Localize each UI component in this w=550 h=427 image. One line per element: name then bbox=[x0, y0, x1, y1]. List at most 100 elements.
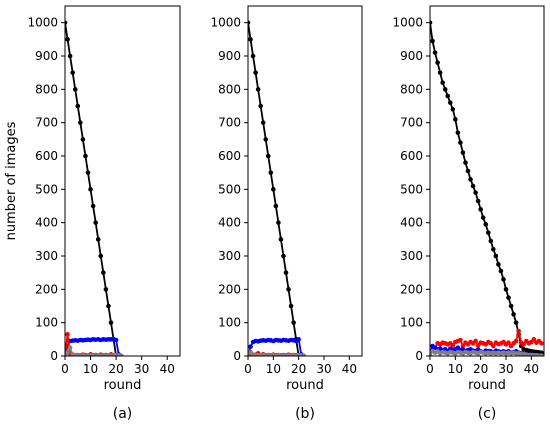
x-tick-label: 20 bbox=[108, 362, 123, 376]
data-point bbox=[488, 238, 494, 244]
data-point bbox=[65, 332, 70, 337]
data-point bbox=[90, 203, 96, 209]
data-point bbox=[70, 70, 75, 75]
y-tick-label: 400 bbox=[400, 216, 423, 230]
series-1 bbox=[65, 20, 124, 356]
x-tick-label: 40 bbox=[342, 362, 357, 376]
data-point bbox=[516, 328, 521, 334]
data-point bbox=[80, 137, 86, 142]
data-point bbox=[539, 341, 544, 346]
data-point bbox=[506, 340, 511, 345]
data-point bbox=[281, 253, 286, 259]
data-point bbox=[432, 50, 438, 55]
data-point bbox=[83, 153, 88, 159]
axes-frame bbox=[64, 5, 181, 357]
data-point bbox=[85, 170, 91, 175]
series-1 bbox=[430, 20, 544, 355]
data-point bbox=[491, 343, 496, 349]
data-point bbox=[248, 344, 253, 349]
data-point bbox=[258, 103, 263, 109]
y-tick-label: 600 bbox=[218, 149, 241, 163]
data-point bbox=[248, 37, 253, 42]
data-point bbox=[65, 37, 70, 42]
data-point bbox=[75, 103, 81, 109]
y-tick-label: 100 bbox=[218, 316, 241, 330]
x-tick-label: 0 bbox=[426, 362, 434, 376]
data-point bbox=[255, 87, 261, 92]
y-tick-label: 200 bbox=[35, 282, 58, 296]
chart-panel-1: 0 10 20 30 400100200300400500600700800900100… bbox=[4, 5, 181, 422]
chart-panel-3: 0 10 20 30 400100200300400500600700800900100… bbox=[392, 5, 545, 422]
data-point bbox=[455, 130, 461, 135]
data-point bbox=[301, 353, 307, 356]
data-point bbox=[478, 207, 483, 212]
data-point bbox=[521, 342, 527, 347]
y-tick-label: 1000 bbox=[27, 16, 58, 30]
data-point bbox=[67, 53, 73, 59]
data-point bbox=[95, 237, 101, 242]
series-4 bbox=[430, 348, 544, 356]
data-point bbox=[493, 253, 499, 259]
y-tick-label: 900 bbox=[400, 49, 423, 63]
data-point bbox=[450, 107, 456, 112]
data-point bbox=[539, 353, 544, 356]
data-point bbox=[470, 183, 476, 189]
y-tick-label: 400 bbox=[218, 216, 241, 230]
data-point bbox=[93, 220, 98, 225]
x-tick-label: 20 bbox=[291, 362, 306, 376]
data-point bbox=[453, 117, 458, 122]
data-point bbox=[480, 215, 486, 220]
data-point bbox=[430, 38, 435, 44]
data-point bbox=[273, 203, 279, 209]
panel-caption: (b) bbox=[295, 406, 315, 422]
plot-area bbox=[430, 20, 544, 356]
x-tick-label: 40 bbox=[160, 362, 175, 376]
y-tick-label: 500 bbox=[400, 182, 423, 196]
x-tick-label: 0 bbox=[61, 362, 69, 376]
data-point bbox=[463, 160, 468, 165]
data-point bbox=[283, 270, 289, 275]
series-2 bbox=[430, 328, 544, 356]
y-tick-label: 800 bbox=[35, 82, 58, 96]
data-point bbox=[65, 353, 68, 356]
data-point bbox=[271, 187, 276, 192]
y-tick-label: 700 bbox=[400, 116, 423, 130]
x-tick-label: 30 bbox=[498, 362, 513, 376]
chart-panel-2: 0 10 20 30 400100200300400500600700800900100… bbox=[210, 5, 363, 422]
y-tick-label: 700 bbox=[218, 116, 241, 130]
data-point bbox=[106, 303, 111, 309]
data-point bbox=[511, 312, 516, 317]
y-tick-label: 200 bbox=[400, 282, 423, 296]
y-tick-label: 800 bbox=[400, 82, 423, 96]
x-tick-label: 30 bbox=[316, 362, 331, 376]
data-point bbox=[501, 277, 506, 282]
x-tick-label: 30 bbox=[134, 362, 149, 376]
series-1 bbox=[248, 20, 307, 356]
series-line bbox=[430, 22, 542, 354]
data-point bbox=[248, 353, 251, 356]
y-tick-label: 100 bbox=[400, 316, 423, 330]
y-tick-label: 900 bbox=[218, 49, 241, 63]
x-axis-label: round bbox=[286, 378, 324, 393]
data-point bbox=[468, 177, 473, 182]
plot-area bbox=[248, 20, 307, 356]
y-tick-label: 900 bbox=[35, 49, 58, 63]
y-tick-label: 500 bbox=[35, 182, 58, 196]
data-point bbox=[253, 70, 258, 75]
data-point bbox=[450, 343, 456, 348]
y-tick-label: 0 bbox=[50, 349, 58, 363]
data-point bbox=[260, 120, 266, 125]
data-point bbox=[65, 20, 68, 25]
data-point bbox=[447, 100, 453, 105]
axes-frame bbox=[429, 5, 545, 357]
data-point bbox=[65, 350, 70, 355]
data-point bbox=[475, 198, 481, 204]
y-tick-label: 600 bbox=[35, 149, 58, 163]
y-tick-label: 300 bbox=[35, 249, 58, 263]
y-tick-label: 1000 bbox=[210, 16, 241, 30]
data-point bbox=[98, 253, 104, 259]
data-point bbox=[508, 303, 514, 309]
y-tick-label: 800 bbox=[218, 82, 241, 96]
data-point bbox=[288, 303, 294, 309]
